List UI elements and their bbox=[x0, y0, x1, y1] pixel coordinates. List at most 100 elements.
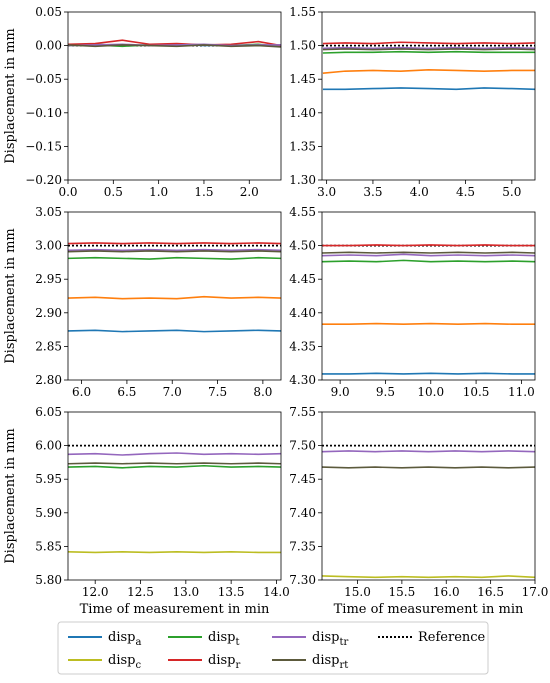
y-tick-label: 1.40 bbox=[289, 106, 316, 120]
legend-item-r: dispr bbox=[168, 653, 240, 671]
y-tick-label: 2.95 bbox=[35, 272, 62, 286]
legend-label: dispr bbox=[208, 653, 240, 671]
y-tick-label: 5.95 bbox=[35, 472, 62, 486]
y-tick-label: 1.50 bbox=[289, 39, 316, 53]
x-tick-label: 0.0 bbox=[58, 185, 77, 199]
plot-area bbox=[322, 444, 535, 579]
series-line-c bbox=[322, 322, 535, 326]
series-line-rt bbox=[322, 48, 535, 51]
axes-frame bbox=[321, 211, 536, 381]
axes-frame bbox=[67, 411, 282, 581]
series-line-r bbox=[322, 41, 535, 45]
y-tick-label: 7.40 bbox=[289, 506, 316, 520]
x-tick-label: 1.0 bbox=[149, 185, 168, 199]
panel-1: 0.0 0.5 1.0 1.5 2.0 −0.20 −0.15 −0.10 −0.05 0.00 0… bbox=[3, 5, 282, 199]
plot-area bbox=[68, 242, 281, 333]
y-tick-label: 1.30 bbox=[289, 173, 316, 187]
y-tick-label: 4.40 bbox=[289, 306, 316, 320]
x-axis-label: Time of measurement in min bbox=[80, 602, 270, 617]
x-tick-label: 16.0 bbox=[433, 585, 460, 599]
legend-label: dispt bbox=[208, 630, 240, 648]
series-line-tr bbox=[322, 450, 535, 453]
x-tick-label: 4.5 bbox=[456, 185, 475, 199]
x-tick-label: 11.0 bbox=[508, 385, 535, 399]
x-tick-label: 9.0 bbox=[331, 385, 350, 399]
y-tick-label: 2.85 bbox=[35, 339, 62, 353]
y-tick-label: 7.55 bbox=[289, 405, 316, 419]
y-tick-label: 1.45 bbox=[289, 72, 316, 86]
y-tick-label: 4.50 bbox=[289, 239, 316, 253]
y-tick-label: 7.35 bbox=[289, 539, 316, 553]
panel-5: 12.0 12.5 13.0 13.5 14.0 5.80 5.85 5.90 5.95 6.00… bbox=[3, 405, 290, 617]
series-line-rt bbox=[68, 44, 281, 48]
series-line-r bbox=[322, 244, 535, 247]
legend-item-rt: disprt bbox=[272, 653, 348, 671]
y-tick-label: 6.00 bbox=[35, 439, 62, 453]
x-tick-label: 17.0 bbox=[522, 585, 549, 599]
series-line-rt bbox=[322, 251, 535, 254]
y-tick-label: −0.15 bbox=[25, 139, 62, 153]
x-tick-label: 7.0 bbox=[163, 385, 182, 399]
y-tick-label: 0.00 bbox=[35, 39, 62, 53]
plot-area bbox=[322, 41, 535, 91]
panel-2: 3.0 3.5 4.0 4.5 5.0 1.30 1.35 1.40 1.45 1.50 1.55 bbox=[289, 5, 536, 199]
y-tick-label: 6.05 bbox=[35, 405, 62, 419]
plot-area bbox=[68, 39, 281, 48]
y-tick-label: 5.80 bbox=[35, 573, 62, 587]
y-tick-label: 1.55 bbox=[289, 5, 316, 19]
y-axis-label: Displacement in mm bbox=[3, 28, 18, 164]
series-line-a bbox=[322, 372, 535, 375]
legend-item-ref: Reference bbox=[378, 630, 486, 645]
series-line-c bbox=[68, 295, 281, 300]
axes-frame bbox=[67, 211, 282, 381]
y-tick-label: 7.30 bbox=[289, 573, 316, 587]
series-line-tr bbox=[322, 253, 535, 257]
x-tick-label: 1.5 bbox=[194, 185, 213, 199]
y-tick-label: 1.35 bbox=[289, 139, 316, 153]
x-tick-label: 12.0 bbox=[82, 585, 109, 599]
axes-frame bbox=[321, 11, 536, 181]
y-tick-label: −0.10 bbox=[25, 106, 62, 120]
series-line-a bbox=[322, 87, 535, 91]
legend-label: disprt bbox=[312, 653, 348, 671]
y-tick-label: 4.30 bbox=[289, 373, 316, 387]
x-tick-label: 9.5 bbox=[376, 385, 395, 399]
series-line-tr bbox=[68, 452, 281, 456]
x-axis-label: Time of measurement in min bbox=[334, 602, 524, 617]
x-tick-label: 3.5 bbox=[363, 185, 382, 199]
series-line-t bbox=[322, 259, 535, 263]
series-line-rt bbox=[68, 462, 281, 465]
series-line-c bbox=[68, 550, 281, 554]
x-tick-label: 6.5 bbox=[117, 385, 136, 399]
y-tick-label: 2.90 bbox=[35, 306, 62, 320]
x-tick-label: 15.0 bbox=[344, 585, 371, 599]
legend-item-c: dispc bbox=[68, 653, 141, 671]
y-tick-label: 2.80 bbox=[35, 373, 62, 387]
x-tick-label: 3.0 bbox=[317, 185, 336, 199]
y-axis-label: Displacement in mm bbox=[3, 228, 18, 364]
series-line-t bbox=[68, 464, 281, 469]
y-tick-label: −0.05 bbox=[25, 72, 62, 86]
panel-4: 9.0 9.5 10.0 10.5 11.0 4.30 4.35 4.40 4.45 4.50 4.… bbox=[289, 205, 536, 399]
panel-6: 15.0 15.5 16.0 16.5 17.0 7.30 7.35 7.40 7.45 7.50… bbox=[289, 405, 548, 617]
x-tick-label: 5.0 bbox=[502, 185, 521, 199]
series-line-r bbox=[68, 39, 281, 47]
panels: 0.0 0.5 1.0 1.5 2.0 −0.20 −0.15 −0.10 −0.05 0.00 0… bbox=[3, 5, 548, 617]
legend: dispa dispc dispt dispr disptr disprt Referenc… bbox=[57, 621, 489, 675]
legend-item-tr: disptr bbox=[272, 630, 349, 648]
y-tick-label: −0.20 bbox=[25, 173, 62, 187]
plot-area bbox=[322, 244, 535, 375]
x-tick-label: 2.0 bbox=[240, 185, 259, 199]
axes-frame bbox=[67, 11, 282, 181]
plot-area bbox=[68, 444, 281, 554]
series-line-a bbox=[68, 329, 281, 333]
legend-item-a: dispa bbox=[68, 630, 141, 648]
y-tick-label: 5.85 bbox=[35, 539, 62, 553]
series-line-r bbox=[68, 242, 281, 245]
y-tick-label: 7.45 bbox=[289, 472, 316, 486]
y-axis-label: Displacement in mm bbox=[3, 428, 18, 564]
x-tick-label: 13.5 bbox=[218, 585, 245, 599]
y-tick-label: 5.90 bbox=[35, 506, 62, 520]
y-tick-label: 3.00 bbox=[35, 239, 62, 253]
x-tick-label: 10.5 bbox=[463, 385, 490, 399]
